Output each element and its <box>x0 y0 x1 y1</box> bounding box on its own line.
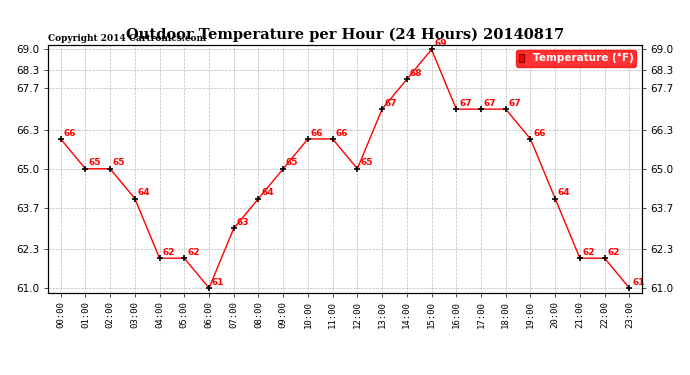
Text: 67: 67 <box>459 99 472 108</box>
Text: 65: 65 <box>286 158 299 167</box>
Text: 68: 68 <box>410 69 422 78</box>
Text: 69: 69 <box>434 39 447 48</box>
Text: 63: 63 <box>237 218 249 227</box>
Text: 64: 64 <box>558 188 571 197</box>
Text: 62: 62 <box>162 248 175 257</box>
Text: 61: 61 <box>212 278 224 286</box>
Text: 64: 64 <box>262 188 274 197</box>
Text: 66: 66 <box>335 129 348 138</box>
Text: 66: 66 <box>310 129 323 138</box>
Text: 65: 65 <box>360 158 373 167</box>
Text: 67: 67 <box>484 99 496 108</box>
Text: 66: 66 <box>533 129 546 138</box>
Legend: Temperature (°F): Temperature (°F) <box>516 50 636 66</box>
Text: Copyright 2014 Cartronics.com: Copyright 2014 Cartronics.com <box>48 33 206 42</box>
Text: 65: 65 <box>88 158 101 167</box>
Text: 62: 62 <box>607 248 620 257</box>
Text: 64: 64 <box>137 188 150 197</box>
Text: 66: 66 <box>63 129 76 138</box>
Title: Outdoor Temperature per Hour (24 Hours) 20140817: Outdoor Temperature per Hour (24 Hours) … <box>126 28 564 42</box>
Text: 61: 61 <box>632 278 644 286</box>
Text: 67: 67 <box>509 99 521 108</box>
Text: 62: 62 <box>582 248 595 257</box>
Text: 67: 67 <box>385 99 397 108</box>
Text: 62: 62 <box>187 248 199 257</box>
Text: 65: 65 <box>113 158 126 167</box>
